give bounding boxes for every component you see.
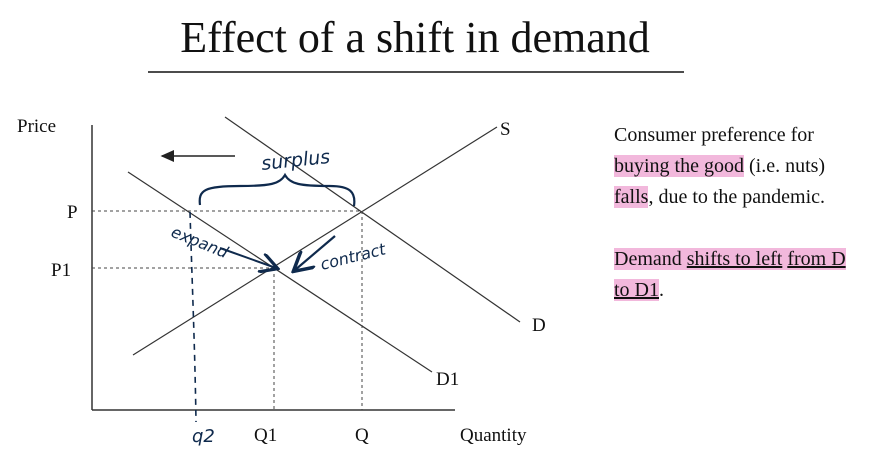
- surplus-brace: [198, 172, 356, 207]
- expand-arrow: [219, 247, 276, 268]
- title: Effect of a shift in demand: [180, 13, 650, 62]
- highlight: buying the good: [614, 155, 744, 177]
- quantity-label: q2: [192, 426, 215, 447]
- note-paragraph: Demand shifts to left from D to D1.: [614, 244, 846, 306]
- note-paragraph: Consumer preference for buying the good …: [614, 120, 846, 213]
- note-text: Demand: [614, 248, 682, 270]
- note-text: .: [659, 279, 664, 301]
- contract-arrow: [295, 235, 336, 270]
- quantity-label: Q: [355, 425, 369, 446]
- price-label: P: [67, 202, 78, 223]
- q2-guide: [189, 211, 197, 423]
- notes: Consumer preference for buying the good …: [614, 120, 846, 337]
- guides: [92, 210, 363, 410]
- highlight: Demand shifts to left from D to D1: [614, 248, 846, 301]
- underlined-text: from D to D1: [614, 248, 846, 301]
- curve-label: D: [532, 315, 546, 336]
- underlined-text: shifts to left: [686, 248, 783, 270]
- quantity-label: Q1: [254, 425, 277, 446]
- x-axis-label: Quantity: [460, 425, 527, 446]
- curve-label: S: [500, 119, 511, 140]
- contract-note: contract: [318, 239, 388, 274]
- highlight: falls: [614, 186, 649, 208]
- supply-curve: [132, 126, 498, 356]
- y-axis-label: Price: [17, 116, 56, 137]
- new-demand-curve: [127, 171, 433, 373]
- curve-label: D1: [436, 369, 459, 390]
- note-text: Consumer preference for: [614, 124, 814, 146]
- price-label: P1: [51, 260, 71, 281]
- note-text: , due to the pandemic.: [648, 186, 826, 208]
- expand-note: expand: [169, 222, 232, 262]
- note-text: (i.e. nuts): [749, 155, 826, 177]
- demand-curve: [224, 116, 521, 323]
- surplus-note: surplus: [260, 146, 331, 175]
